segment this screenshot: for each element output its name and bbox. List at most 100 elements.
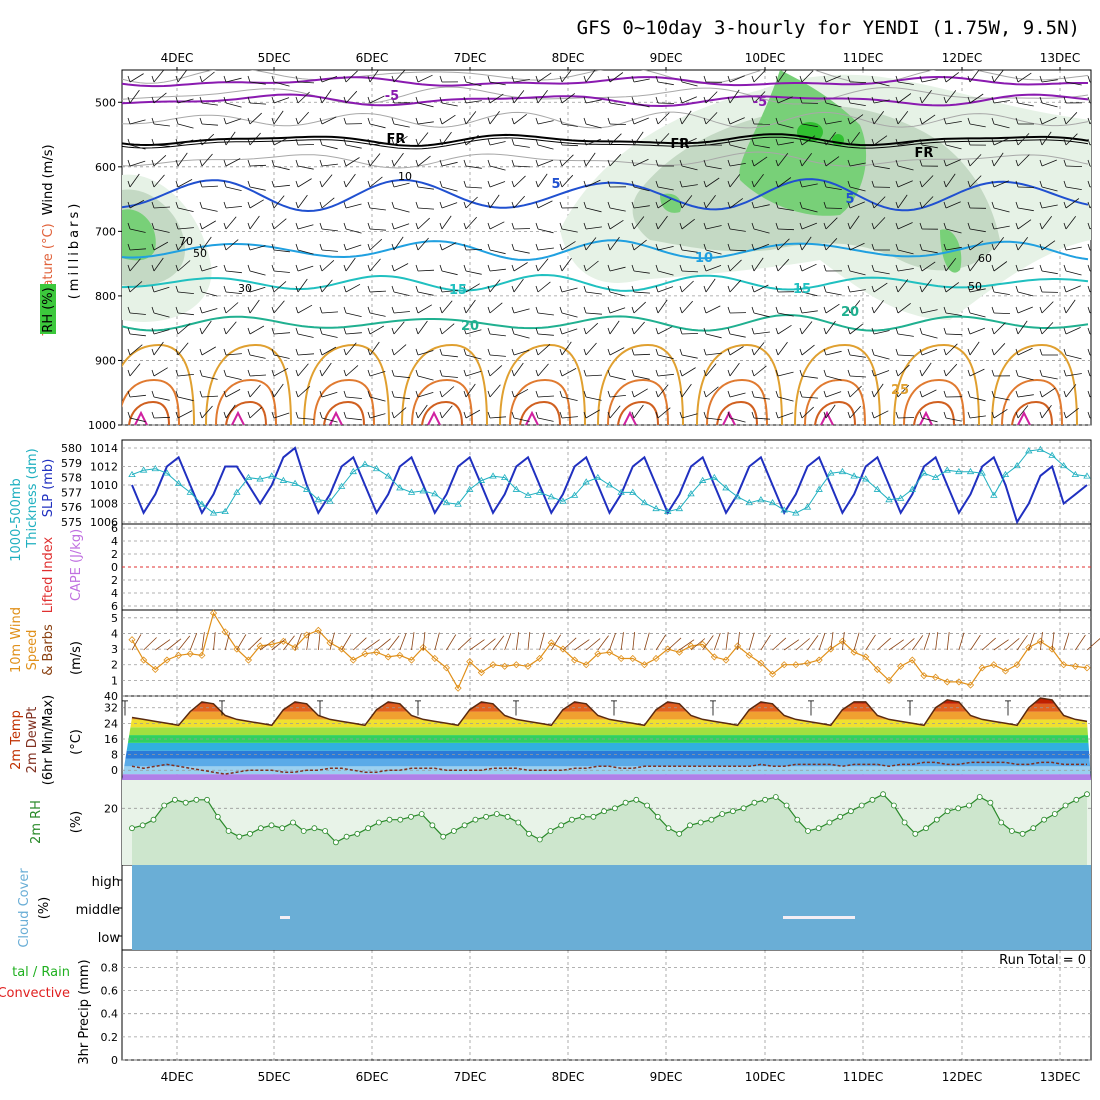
warm-contour: [893, 343, 980, 425]
contour-label: FR: [915, 146, 934, 161]
wind-barb-flag: [415, 348, 419, 356]
wind-barb-flag: [559, 222, 563, 230]
wind-barb: [249, 325, 265, 335]
wind-barb: [679, 639, 695, 651]
wind-barb: [129, 228, 146, 233]
wind-barb-flag: [679, 264, 683, 272]
wind-barb-flag: [391, 348, 395, 356]
contour-label: 5: [551, 177, 560, 192]
wind-barb: [489, 194, 500, 209]
wind-barb-flag: [607, 306, 611, 314]
wind-barb: [1017, 133, 1030, 146]
wind-barb: [1065, 165, 1083, 167]
wind-barb: [249, 186, 266, 191]
thickness-point: [862, 475, 870, 482]
wind-barb-flag: [919, 369, 923, 377]
wind-barb: [153, 92, 167, 104]
thickness-point: [1060, 461, 1068, 469]
wind-barb-flag: [1015, 75, 1019, 83]
wind-barb-flag: [319, 180, 323, 188]
wind-barb: [818, 632, 826, 651]
wind-barb-flag: [1087, 138, 1091, 146]
wind-barb: [225, 302, 239, 314]
wind-barb: [897, 417, 915, 419]
wind-barb: [225, 389, 241, 398]
wind-barb-flag: [1039, 411, 1043, 419]
wind-barb: [849, 323, 863, 335]
wind-barb-flag: [1039, 117, 1043, 125]
wind-barb: [369, 413, 386, 419]
wind-barb-flag: [847, 96, 851, 104]
wind-barb: [993, 100, 1010, 104]
wind-barb-flag: [775, 138, 779, 146]
wind-barb: [825, 102, 842, 108]
wind-barb-flag: [295, 411, 299, 419]
wind-barb: [753, 204, 770, 209]
thickness-point: [314, 496, 323, 503]
wind-barb-flag: [199, 117, 203, 125]
wind-barb: [369, 176, 383, 188]
thickness-point: [1083, 472, 1091, 479]
wind-barb-flag: [943, 222, 947, 230]
wind-barb-flag: [415, 390, 419, 398]
wind-barb: [417, 237, 429, 251]
wind-barb-flag: [1039, 180, 1043, 188]
wind-barb: [1017, 154, 1030, 167]
wind-barb-flag: [535, 264, 539, 272]
wind-barb: [297, 417, 314, 420]
wind-barb-flag: [463, 222, 467, 230]
wind-barb: [441, 114, 456, 125]
wind-barb-flag: [847, 327, 851, 335]
wind-barb: [465, 165, 482, 169]
temperature-contour: [122, 136, 1089, 150]
upper-air-contours: [122, 70, 1091, 425]
wind-barb-flag: [655, 411, 659, 419]
wind-barb-flag: [463, 348, 467, 356]
wind-barb-flag: [367, 159, 371, 167]
wind-barb: [1065, 112, 1078, 125]
wind-speed-point: [140, 656, 148, 664]
wind-barb: [201, 308, 218, 314]
wind-barb-flag: [751, 243, 755, 251]
wind-barb-flag: [823, 222, 827, 230]
rh-point: [815, 825, 822, 832]
wind-barb: [945, 312, 962, 316]
temperature-band: [122, 742, 1091, 751]
wind-barb: [321, 76, 338, 83]
wind-barb-flag: [967, 369, 971, 377]
wind-barb-flag: [823, 201, 827, 209]
wind-barb-flag: [511, 117, 515, 125]
wind-barb: [513, 165, 531, 168]
wind-barb-flag: [559, 264, 563, 272]
wind-barb: [489, 141, 506, 146]
wind-barb: [777, 396, 794, 402]
cloud-middle-label: middle: [76, 903, 120, 918]
wind-barb: [849, 132, 861, 146]
wind-barb: [921, 389, 937, 398]
wind-barb-flag: [919, 117, 923, 125]
rh-point: [257, 825, 264, 832]
wind-barb: [201, 320, 212, 335]
wind-barb: [441, 102, 458, 107]
wind-barb: [489, 93, 504, 104]
wind-barb-flag: [943, 159, 947, 167]
wind-barb: [633, 321, 645, 335]
wind-barb-flag: [175, 75, 179, 83]
wind-barb: [345, 157, 360, 167]
wind-barb: [561, 312, 578, 318]
warm-contour: [323, 400, 365, 425]
wind-barb: [513, 195, 525, 209]
wind-barb-flag: [415, 180, 419, 188]
wind-barb-flag: [823, 117, 827, 125]
wind-barb: [946, 632, 950, 651]
wind-barb-flag: [799, 369, 803, 377]
wind-barb-flag: [127, 159, 131, 167]
wind-barb: [417, 404, 428, 419]
thickness-point: [198, 500, 206, 507]
wind-barb-flag: [1015, 348, 1019, 356]
wind-barb: [513, 90, 525, 104]
wind-barb-flag: [343, 201, 347, 209]
wind-barb-flag: [463, 117, 467, 125]
warm-contour: [205, 343, 292, 425]
wind-barb: [441, 354, 458, 358]
